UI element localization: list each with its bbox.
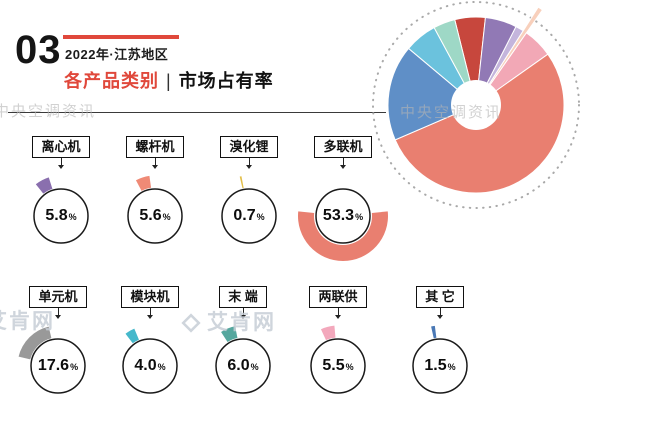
percent-value: 53.3% [322,207,364,225]
percent-value: 17.6% [37,357,79,375]
gauge-chart [412,326,468,394]
pointer-arrow-icon [340,158,346,172]
pointer-arrow-icon [152,158,158,172]
page-title: 各产品类别 | 市场占有率 [64,67,274,93]
product-label: 单元机 [29,286,87,309]
title-main: 市场占有率 [178,71,274,91]
title-accent: 各产品类别 [64,71,159,91]
watermark-zhongyang: 中央空调资讯 [0,103,97,120]
subtitle: 2022年·江苏地区 [65,47,169,62]
gauge-chart [298,188,388,262]
product-label: 其 它 [416,286,464,309]
product-label: 模块机 [121,286,179,309]
percent-value: 1.5% [424,357,456,375]
gauge-chart [122,328,178,394]
product-card: 螺杆机 5.6% [105,136,205,262]
product-label: 螺杆机 [126,136,184,159]
product-label: 离心机 [32,136,90,159]
gauge-chart [33,177,89,244]
gauge: 53.3% [293,166,393,262]
product-card: 两联供 5.5% [288,286,388,412]
product-card: 末 端 6.0% [193,286,293,412]
gauge: 5.6% [105,166,205,262]
product-card: 单元机 17.6% [8,286,108,412]
gauge: 0.7% [199,166,299,262]
product-card: 多联机 53.3% [293,136,393,262]
gauge-chart [221,176,277,244]
pointer-arrow-icon [437,308,443,322]
product-label: 两联供 [309,286,367,309]
product-card: 其 它 1.5% [390,286,490,412]
divider-line [8,112,386,113]
pointer-arrow-icon [246,158,252,172]
pointer-arrow-icon [58,158,64,172]
gauge: 17.6% [8,316,108,412]
gauge-chart [215,326,271,394]
pointer-arrow-icon [240,308,246,322]
accent-line [63,35,179,39]
product-card: 溴化锂 0.7% [199,136,299,262]
gauge: 5.5% [288,316,388,412]
title-divider: | [166,71,172,91]
product-label: 多联机 [314,136,372,159]
percent-value: 5.6% [139,207,171,225]
gauge-chart [18,326,86,394]
donut-chart [356,0,636,225]
gauge: 6.0% [193,316,293,412]
donut-chart-svg [372,1,580,209]
percent-value: 0.7% [233,207,265,225]
gauge: 4.0% [100,316,200,412]
percent-value: 5.8% [45,207,77,225]
pointer-arrow-icon [335,308,341,322]
section-number: 03 [15,28,62,72]
percent-value: 6.0% [227,357,259,375]
percent-value: 4.0% [134,357,166,375]
gauge-chart [127,176,183,244]
percent-value: 5.5% [322,357,354,375]
pointer-arrow-icon [55,308,61,322]
product-card: 模块机 4.0% [100,286,200,412]
gauge: 5.8% [11,166,111,262]
product-card: 离心机 5.8% [11,136,111,262]
product-label: 末 端 [219,286,267,309]
pointer-arrow-icon [147,308,153,322]
gauge-chart [310,325,366,394]
gauge: 1.5% [390,316,490,412]
product-label: 溴化锂 [220,136,278,159]
